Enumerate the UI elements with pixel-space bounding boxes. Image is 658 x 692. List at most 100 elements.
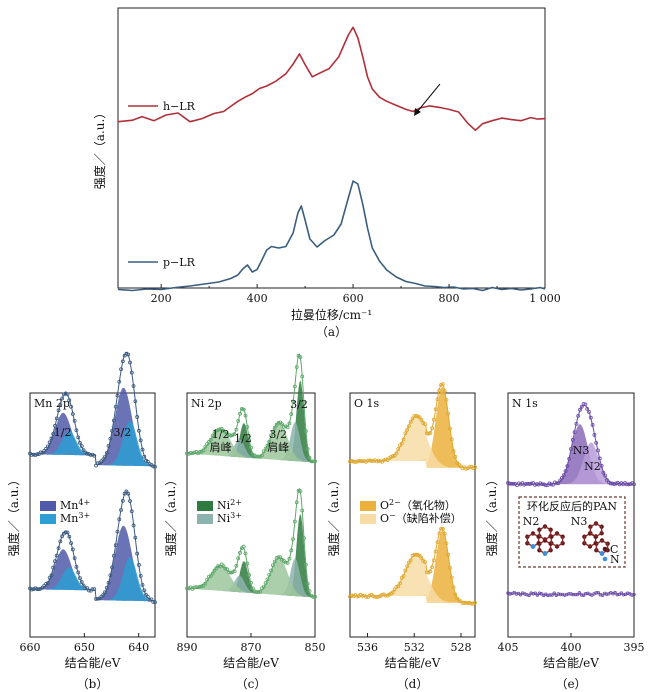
peak-label: 3/2	[290, 398, 308, 411]
panel-title: O 1s	[354, 397, 380, 410]
data-marker	[208, 437, 213, 442]
x-tick-label: 400	[247, 292, 268, 305]
envelope-line-0	[30, 351, 156, 467]
data-marker	[252, 589, 257, 594]
data-marker	[613, 590, 617, 595]
legend-label-1: p−LR	[163, 256, 196, 269]
data-marker	[419, 417, 424, 422]
x-tick-label: 650	[74, 641, 95, 654]
data-marker	[216, 564, 220, 569]
data-marker	[355, 459, 360, 464]
x-tick-label: 890	[177, 641, 198, 654]
x-tick-label: 640	[128, 641, 149, 654]
data-marker	[417, 553, 422, 558]
legend-label-0: Ni2+	[217, 498, 242, 512]
data-marker	[81, 583, 86, 588]
series-line-p-lr	[117, 180, 546, 292]
data-marker	[103, 590, 107, 595]
data-marker	[203, 444, 208, 449]
data-marker	[439, 382, 443, 387]
data-marker	[124, 489, 129, 494]
data-marker	[42, 449, 47, 453]
data-marker	[367, 593, 372, 598]
component-fill-O-0	[350, 416, 475, 468]
envelope-line-0	[350, 382, 475, 469]
legend-swatch-1	[40, 514, 56, 524]
data-marker	[428, 430, 433, 435]
data-marker	[518, 593, 523, 597]
data-marker	[29, 453, 34, 457]
data-marker	[261, 584, 266, 589]
data-marker	[192, 585, 197, 590]
data-marker	[535, 593, 540, 597]
data-marker	[412, 552, 417, 557]
legend-swatch-0	[360, 501, 376, 511]
peak-label: 3/2	[114, 426, 132, 439]
component-fill-Ni3-1	[187, 558, 315, 598]
peak-label: 1/2	[234, 432, 252, 445]
x-tick-label: 536	[357, 641, 378, 654]
legend-label-1: Ni3+	[217, 511, 242, 525]
x-axis-label: 拉曼位移/cm⁻¹	[291, 307, 372, 322]
envelope-line-0	[186, 353, 316, 463]
series-line-h-lr	[117, 26, 546, 132]
data-marker	[396, 447, 401, 451]
panel-b-frame	[29, 392, 156, 638]
data-marker	[280, 422, 284, 426]
data-marker	[33, 586, 38, 591]
data-marker	[192, 450, 197, 455]
data-marker	[83, 586, 88, 590]
inset-label-n2: N2	[523, 515, 540, 528]
x-tick-label: 405	[498, 641, 519, 654]
data-marker	[529, 481, 534, 486]
inset-frame	[518, 496, 626, 568]
data-marker	[194, 585, 199, 590]
data-marker	[558, 478, 563, 483]
data-marker	[417, 415, 422, 420]
inset-legend-label-1: N	[610, 553, 620, 566]
data-marker	[223, 566, 228, 571]
data-marker	[561, 473, 566, 478]
data-marker	[351, 459, 356, 464]
x-tick-label: 870	[241, 641, 262, 654]
panel-caption-a: （a）	[316, 325, 347, 339]
data-marker	[230, 570, 235, 574]
data-marker	[263, 446, 268, 451]
envelope-line-1	[350, 527, 475, 604]
data-marker	[577, 591, 582, 595]
component-fill-N3-0	[508, 424, 634, 485]
data-marker	[364, 594, 368, 599]
inset-legend-label-0: C	[610, 543, 618, 556]
y-axis-label: 强度／（a.u.）	[163, 474, 178, 557]
component-fill-Mn3-0	[30, 420, 155, 467]
data-marker	[223, 429, 228, 434]
panel-caption-d: （d）	[397, 677, 429, 691]
data-marker	[367, 458, 372, 463]
data-marker	[373, 595, 377, 599]
data-marker	[197, 584, 202, 589]
data-marker	[92, 587, 97, 592]
legend-label-1: O−（缺陷补偿）	[380, 511, 462, 525]
y-axis-label: 强度／（a.u.）	[326, 474, 341, 557]
data-marker	[210, 433, 215, 438]
data-marker	[214, 428, 219, 433]
x-tick-label: 800	[439, 292, 460, 305]
inset-legend-dot-1	[602, 556, 608, 562]
legend-label-0: h−LR	[163, 100, 196, 113]
atom-n	[599, 551, 605, 556]
legend-swatch-1	[197, 514, 213, 524]
data-marker	[188, 450, 193, 455]
data-marker	[551, 482, 555, 487]
annotation-arrowhead	[414, 108, 421, 116]
data-marker	[408, 419, 413, 424]
component-fill-O2-1	[350, 530, 475, 603]
data-marker	[92, 453, 97, 458]
peak-sublabel: 肩峰	[267, 440, 289, 454]
data-marker	[87, 588, 91, 593]
data-marker	[311, 594, 316, 599]
peak-label: 1/2	[54, 426, 72, 439]
data-marker	[353, 460, 358, 464]
panel-title: N 1s	[512, 397, 538, 410]
panel-a: h−LR p−LR 200 400 600 800 1 000 拉曼位移/cm⁻¹ 强度／（a.…	[92, 7, 561, 339]
